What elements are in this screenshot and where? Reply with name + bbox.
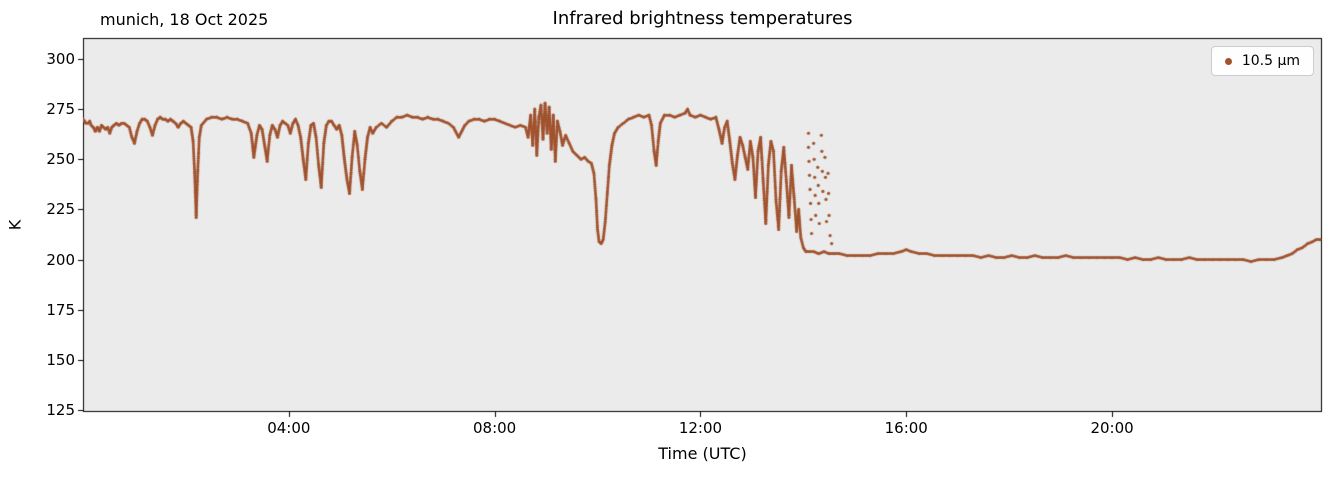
y-tick-label: 175: [46, 300, 75, 319]
y-tick-label: 200: [46, 250, 75, 269]
legend-marker-dot: [1224, 57, 1232, 65]
legend-label: 10.5 µm: [1241, 53, 1300, 69]
y-tick-label: 275: [46, 100, 75, 119]
x-tick-label: 08:00: [473, 419, 517, 437]
chart-title: Infrared brightness temperatures: [552, 8, 853, 29]
x-tick-label: 16:00: [884, 419, 928, 437]
x-axis-label: Time (UTC): [658, 444, 747, 463]
plot-annotation: munich, 18 Oct 2025: [100, 10, 269, 29]
x-tick-label: 12:00: [678, 419, 723, 437]
legend: 10.5 µm: [1210, 46, 1314, 76]
y-tick-label: 250: [46, 150, 75, 169]
y-axis-label: K: [5, 219, 25, 231]
x-tick-label: 04:00: [267, 419, 311, 437]
y-tick-label: 225: [46, 200, 75, 219]
x-tick-label: 20:00: [1090, 419, 1134, 437]
y-tick-label: 150: [46, 350, 75, 369]
y-tick-label: 125: [46, 400, 75, 419]
y-tick-label: 300: [46, 50, 75, 69]
